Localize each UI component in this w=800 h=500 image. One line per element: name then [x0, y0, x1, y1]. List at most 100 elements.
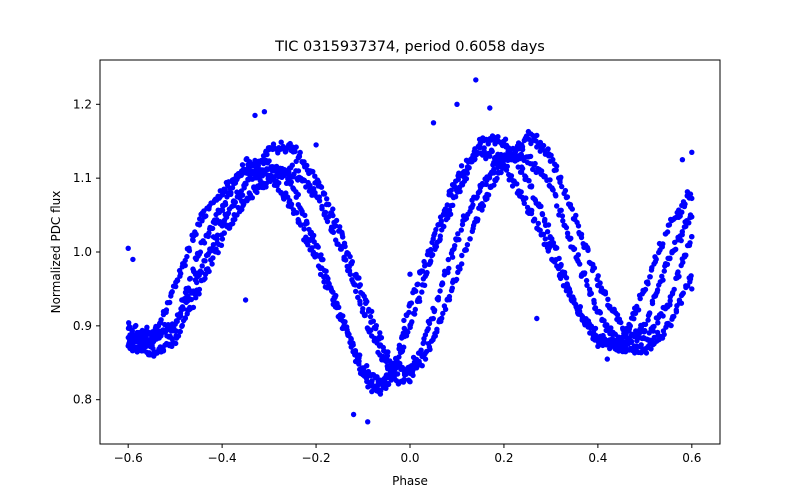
data-point — [559, 183, 565, 190]
data-point — [230, 220, 236, 227]
data-point — [190, 288, 197, 294]
data-point — [537, 227, 543, 233]
data-point — [261, 109, 268, 115]
data-point — [427, 260, 433, 266]
data-point — [296, 153, 303, 160]
data-point — [487, 105, 493, 111]
data-point — [385, 381, 392, 388]
data-point — [534, 315, 540, 322]
data-point — [215, 249, 221, 256]
data-point — [531, 216, 538, 222]
data-point — [463, 215, 470, 222]
data-point — [664, 229, 671, 235]
data-point — [170, 323, 176, 329]
data-point — [676, 273, 682, 280]
data-point — [463, 247, 469, 253]
data-point — [330, 212, 336, 219]
data-point — [163, 307, 170, 313]
data-point — [360, 306, 366, 312]
data-point — [660, 313, 666, 319]
data-point — [588, 290, 594, 297]
data-point — [396, 354, 402, 360]
data-point — [357, 282, 363, 288]
data-point — [554, 245, 560, 251]
data-point — [521, 200, 527, 206]
data-point — [439, 315, 445, 321]
data-point — [148, 341, 155, 347]
data-point — [242, 297, 249, 303]
data-point — [526, 178, 532, 184]
data-point — [311, 232, 317, 239]
data-point — [393, 365, 399, 372]
data-point — [572, 301, 579, 307]
x-tick-label: 0.4 — [588, 451, 607, 465]
data-point — [249, 176, 255, 182]
data-point — [415, 281, 421, 287]
data-point — [167, 333, 173, 339]
data-point — [356, 361, 362, 367]
data-point — [182, 315, 188, 321]
data-point — [553, 163, 560, 169]
data-point — [647, 274, 653, 280]
data-point — [495, 134, 501, 140]
data-point — [357, 301, 363, 307]
data-point — [618, 319, 624, 326]
data-point — [377, 391, 384, 397]
data-point — [173, 283, 179, 290]
data-point — [410, 372, 416, 379]
data-point — [343, 257, 349, 263]
data-point — [187, 275, 193, 282]
data-point — [303, 184, 309, 190]
data-point — [474, 194, 480, 200]
data-point — [340, 313, 346, 319]
data-point — [282, 171, 288, 177]
data-point — [411, 311, 418, 317]
data-point — [451, 182, 457, 189]
data-point — [593, 334, 599, 340]
data-point — [548, 152, 554, 158]
data-point — [631, 316, 637, 322]
data-point — [539, 211, 546, 218]
data-point — [347, 253, 353, 260]
data-point — [489, 148, 495, 155]
data-point — [556, 255, 562, 262]
data-point — [302, 212, 308, 218]
data-point — [687, 240, 693, 246]
data-point — [252, 112, 258, 119]
data-point — [675, 269, 681, 275]
data-point — [322, 209, 329, 216]
data-point — [434, 326, 440, 332]
data-point — [368, 380, 375, 386]
plot-frame — [99, 59, 721, 445]
data-point — [655, 320, 661, 326]
data-point — [454, 101, 460, 108]
data-point — [125, 245, 131, 251]
data-point — [321, 191, 328, 197]
data-point — [564, 194, 571, 200]
data-point — [660, 277, 666, 283]
data-point — [558, 174, 564, 180]
data-point — [455, 176, 461, 183]
data-point — [559, 213, 566, 219]
data-point — [318, 184, 325, 190]
data-point — [133, 322, 139, 329]
data-point — [550, 187, 556, 193]
data-point — [591, 300, 597, 306]
data-point — [645, 281, 651, 287]
data-point — [243, 181, 249, 187]
data-point — [459, 261, 465, 267]
data-point — [429, 252, 436, 258]
data-point — [509, 183, 516, 189]
data-point — [642, 321, 649, 328]
data-point — [401, 376, 407, 383]
data-point — [470, 202, 476, 208]
data-point — [325, 201, 332, 208]
data-point — [388, 377, 395, 383]
data-point — [553, 167, 559, 173]
data-point — [605, 296, 611, 302]
data-point — [491, 182, 497, 188]
data-point — [202, 275, 208, 282]
data-point — [542, 236, 548, 242]
data-point — [620, 348, 626, 355]
data-point — [191, 268, 197, 275]
